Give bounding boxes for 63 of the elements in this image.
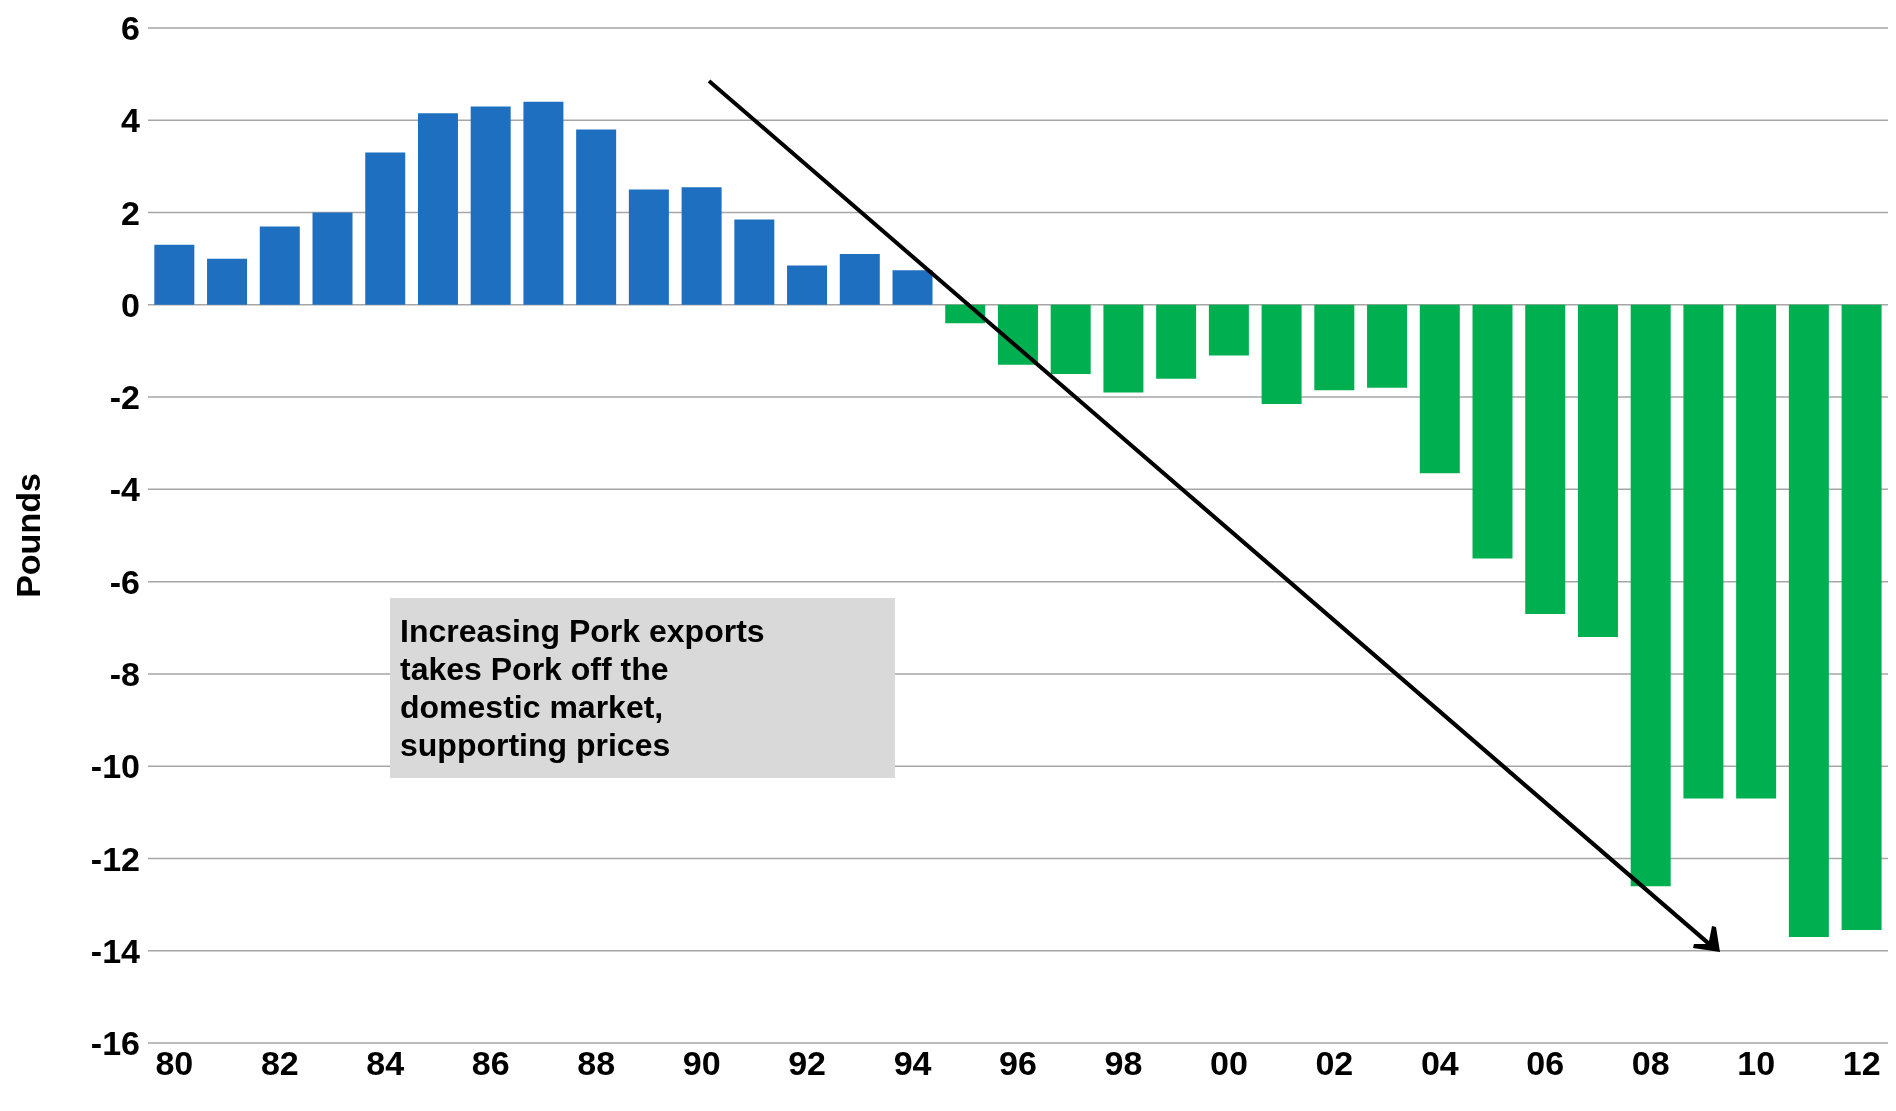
bar — [1788, 304, 1829, 937]
bar — [1841, 304, 1882, 930]
bar — [365, 152, 406, 305]
bar — [1208, 304, 1249, 356]
x-tick-label: 92 — [788, 1044, 826, 1083]
x-tick-label: 86 — [471, 1044, 510, 1083]
bar — [839, 254, 880, 305]
bar — [997, 304, 1038, 365]
bar — [417, 113, 458, 305]
bar — [892, 270, 933, 305]
bar — [1577, 304, 1618, 637]
bar — [1156, 304, 1197, 379]
y-tick-label: -2 — [109, 378, 140, 417]
x-tick-label: 04 — [1420, 1044, 1459, 1083]
bar — [154, 244, 195, 305]
x-tick-label: 08 — [1631, 1044, 1670, 1083]
x-tick-label: 02 — [1315, 1044, 1354, 1083]
bar — [207, 258, 248, 305]
x-tick-label: 94 — [893, 1044, 932, 1083]
bar — [1630, 304, 1671, 887]
bar — [312, 212, 353, 305]
bar — [1736, 304, 1777, 799]
x-tick-label: 82 — [260, 1044, 299, 1083]
y-tick-label: 2 — [121, 193, 140, 232]
y-tick-label: 0 — [121, 285, 140, 324]
bar — [523, 101, 564, 305]
annotation: Increasing Pork exports takes Pork off the domestic market, supporting prices — [400, 612, 766, 764]
y-axis-title: Pounds — [9, 473, 48, 598]
y-tick-label: -4 — [109, 470, 141, 509]
bar — [628, 189, 669, 305]
x-tick-label: 12 — [1842, 1044, 1881, 1083]
bar — [1103, 304, 1144, 393]
y-tick-label: 4 — [121, 101, 141, 140]
y-tick-label: -12 — [90, 839, 140, 878]
bar — [1472, 304, 1513, 559]
y-tick-label: -14 — [90, 931, 141, 970]
bar — [1050, 304, 1091, 375]
bar — [1367, 304, 1408, 388]
y-tick-label: -8 — [109, 654, 140, 693]
bar — [576, 129, 617, 305]
bar — [1683, 304, 1724, 799]
bar — [734, 219, 775, 305]
x-tick-label: 98 — [1104, 1044, 1143, 1083]
x-tick-label: 96 — [999, 1044, 1037, 1083]
bar — [1525, 304, 1566, 614]
x-tick-label: 00 — [1209, 1044, 1248, 1083]
x-tick-label: 90 — [682, 1044, 721, 1083]
y-tick-label: -6 — [109, 562, 140, 601]
bar — [1314, 304, 1355, 391]
y-tick-label: -10 — [90, 747, 140, 786]
bar — [787, 265, 828, 305]
bar — [1261, 304, 1302, 405]
bar — [259, 226, 300, 305]
bar — [1419, 304, 1460, 474]
x-tick-label: 80 — [155, 1044, 194, 1083]
y-tick-label: 6 — [121, 9, 140, 48]
bar — [681, 187, 722, 305]
x-tick-label: 88 — [577, 1044, 616, 1083]
y-tick-label: -16 — [90, 1024, 140, 1063]
x-tick-label: 84 — [366, 1044, 405, 1083]
bar — [470, 106, 511, 305]
x-tick-label: 10 — [1737, 1044, 1776, 1083]
x-tick-label: 06 — [1526, 1044, 1565, 1083]
